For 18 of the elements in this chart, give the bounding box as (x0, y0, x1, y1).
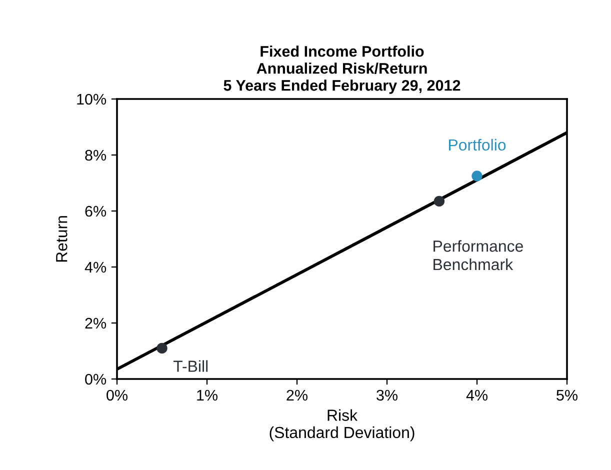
y-tick-label: 4% (84, 262, 106, 273)
x-tick-label: 0% (106, 390, 128, 401)
x-axis-title: Risk (Standard Deviation) (270, 409, 414, 442)
x-tick-label: 4% (466, 390, 488, 401)
y-tick-label: 6% (85, 206, 106, 217)
annotation: Performance Benchmark (434, 240, 523, 270)
y-tick-label: 8% (85, 150, 106, 161)
annotation: T-Bill (173, 360, 208, 372)
chart-title: Fixed Income Portfolio Annualized Risk/Return 5 Years Ended February 29, 2012 (224, 46, 460, 94)
x-tick-label: 5% (556, 390, 578, 401)
x-tick-label: 2% (286, 390, 308, 401)
x-tick-label: 1% (197, 390, 218, 401)
y-tick-label: 10% (77, 94, 106, 105)
annotation: Portfolio (449, 138, 506, 151)
y-axis-title: Return (56, 216, 68, 262)
x-tick-label: 3% (376, 390, 398, 401)
y-tick-label: 2% (85, 318, 106, 329)
y-tick-label: 0% (85, 374, 106, 385)
